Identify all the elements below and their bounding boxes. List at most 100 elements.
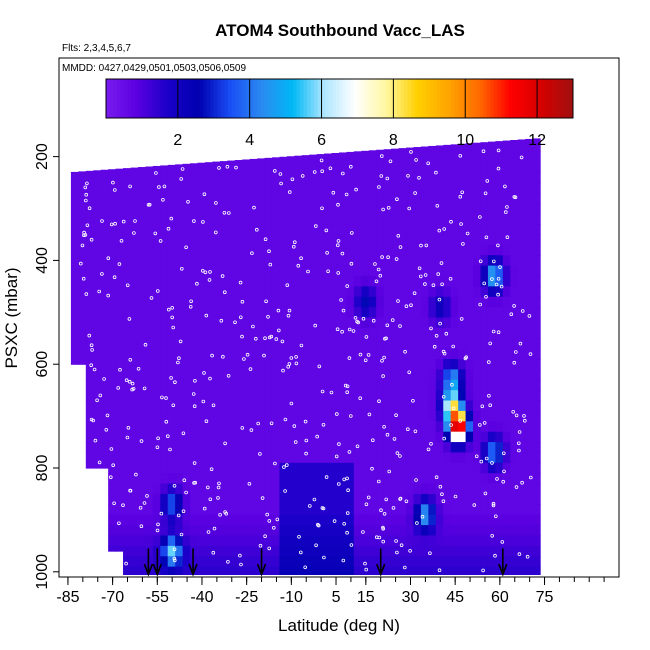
- sample-marker: [458, 419, 463, 423]
- heatmap-cell: [93, 390, 102, 402]
- colorbar-segment: [508, 79, 513, 118]
- heatmap-cell: [279, 317, 288, 329]
- sample-marker: [262, 353, 266, 358]
- heatmap-cell: [473, 369, 482, 381]
- heatmap-cell: [339, 317, 348, 329]
- heatmap-cell: [480, 192, 489, 204]
- heatmap-cell: [197, 275, 206, 287]
- sample-marker: [109, 475, 113, 480]
- heatmap-cell: [458, 400, 467, 412]
- heatmap-cell: [115, 462, 124, 474]
- heatmap-cell: [234, 182, 243, 194]
- sample-marker: [499, 284, 504, 289]
- flight-arrow: [188, 548, 198, 577]
- heatmap-cell: [286, 442, 295, 454]
- heatmap-cell: [413, 317, 422, 329]
- sample-marker: [346, 488, 350, 493]
- heatmap-cell: [78, 244, 87, 256]
- heatmap-cell: [413, 296, 422, 308]
- heatmap-cell: [190, 348, 199, 360]
- heatmap-cell: [301, 155, 310, 163]
- heatmap-cell: [450, 431, 459, 443]
- heatmap-cell: [249, 473, 258, 485]
- heatmap-cell: [473, 431, 482, 443]
- heatmap-cell: [368, 545, 377, 557]
- heatmap-cell: [420, 545, 429, 557]
- heatmap-cell: [242, 545, 251, 557]
- heatmap-cell: [339, 390, 348, 402]
- heatmap-cell: [517, 307, 526, 319]
- heatmap-cell: [525, 213, 534, 225]
- heatmap-cell: [204, 348, 214, 360]
- heatmap-cell: [219, 535, 228, 547]
- heatmap-cell: [450, 338, 459, 350]
- heatmap-cell: [353, 452, 362, 464]
- heatmap-cell: [435, 327, 444, 339]
- heatmap-cell: [249, 286, 258, 298]
- heatmap-cell: [376, 317, 385, 329]
- sample-marker: [287, 362, 292, 366]
- heatmap-cell: [219, 203, 228, 215]
- heatmap-cell: [137, 286, 146, 298]
- heatmap-cell: [391, 148, 400, 153]
- heatmap-cell: [175, 338, 184, 350]
- heatmap-cell: [212, 213, 221, 225]
- heatmap-cell: [368, 369, 377, 381]
- heatmap-cell: [108, 535, 117, 547]
- colorbar-segment: [220, 79, 226, 118]
- heatmap-cell: [316, 483, 325, 495]
- heatmap-cell: [346, 369, 355, 381]
- heatmap-cell: [376, 192, 385, 204]
- sample-marker: [290, 177, 295, 182]
- heatmap-cell: [137, 296, 146, 308]
- sample-marker: [85, 223, 90, 228]
- heatmap-cell: [443, 286, 452, 298]
- heatmap-cell: [443, 545, 452, 557]
- heatmap-cell: [458, 203, 467, 215]
- heatmap-cell: [376, 149, 385, 153]
- heatmap-cell: [480, 442, 489, 454]
- sample-marker: [106, 293, 110, 298]
- heatmap-cell: [301, 556, 310, 568]
- heatmap-cell: [435, 400, 444, 412]
- heatmap-cell: [331, 504, 340, 516]
- heatmap-cell: [175, 164, 184, 173]
- heatmap-cell: [197, 504, 206, 516]
- heatmap-cell: [175, 192, 184, 204]
- heatmap-cell: [227, 359, 236, 370]
- heatmap-cell: [175, 452, 184, 464]
- heatmap-cell: [78, 296, 87, 308]
- heatmap-cell: [346, 493, 355, 505]
- heatmap-cell: [249, 566, 258, 575]
- heatmap-cell: [78, 317, 87, 329]
- heatmap-cell: [294, 155, 303, 163]
- sample-marker: [286, 364, 291, 369]
- heatmap-cell: [271, 379, 281, 391]
- heatmap-cell: [435, 255, 444, 267]
- heatmap-cell: [450, 452, 459, 464]
- heatmap-cell: [108, 172, 117, 184]
- heatmap-cell: [123, 452, 132, 464]
- heatmap-cell: [525, 244, 534, 256]
- heatmap-cell: [353, 296, 362, 308]
- heatmap-cell: [190, 182, 199, 194]
- heatmap-cell: [406, 172, 415, 184]
- heatmap-cell: [115, 296, 124, 308]
- heatmap-cell: [324, 213, 333, 225]
- heatmap-cell: [339, 400, 348, 412]
- heatmap-cell: [294, 234, 303, 246]
- heatmap-cell: [100, 379, 109, 391]
- heatmap-cell: [487, 265, 496, 277]
- sample-marker: [528, 352, 533, 356]
- heatmap-cell: [100, 192, 109, 204]
- heatmap-cell: [219, 172, 228, 184]
- heatmap-cell: [413, 493, 422, 505]
- heatmap-cell: [137, 369, 146, 381]
- heatmap-cell: [152, 452, 161, 464]
- heatmap-cell: [368, 255, 377, 267]
- heatmap-cell: [204, 224, 214, 236]
- heatmap-cell: [487, 161, 496, 173]
- heatmap-cell: [234, 224, 243, 236]
- sample-marker: [206, 485, 210, 490]
- heatmap-cell: [383, 286, 392, 298]
